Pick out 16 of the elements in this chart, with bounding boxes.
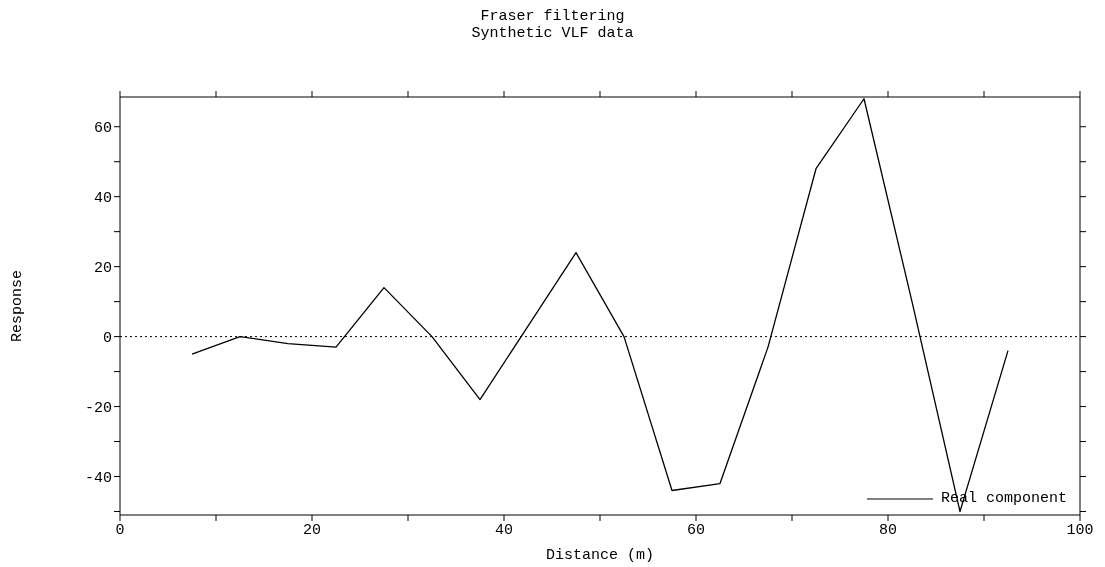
- x-tick-label: 40: [494, 521, 514, 539]
- x-tick-label: 0: [115, 521, 125, 539]
- y-tick-label: 0: [102, 329, 112, 347]
- chart-subtitle: Synthetic VLF data: [470, 25, 635, 42]
- y-tick-label: -20: [84, 399, 112, 417]
- x-tick-label: 80: [878, 521, 898, 539]
- y-axis-title: Response: [9, 269, 27, 343]
- x-tick-label: 100: [1066, 521, 1094, 539]
- x-tick-label: 20: [302, 521, 322, 539]
- x-axis-title: Distance (m): [545, 547, 655, 564]
- y-tick-label: 40: [93, 190, 112, 208]
- y-tick-label: -40: [84, 469, 112, 487]
- y-tick-label: 60: [93, 120, 112, 138]
- x-tick-label: 60: [686, 521, 706, 539]
- chart-title: Fraser filtering: [479, 8, 626, 25]
- y-tick-label: 20: [93, 259, 112, 277]
